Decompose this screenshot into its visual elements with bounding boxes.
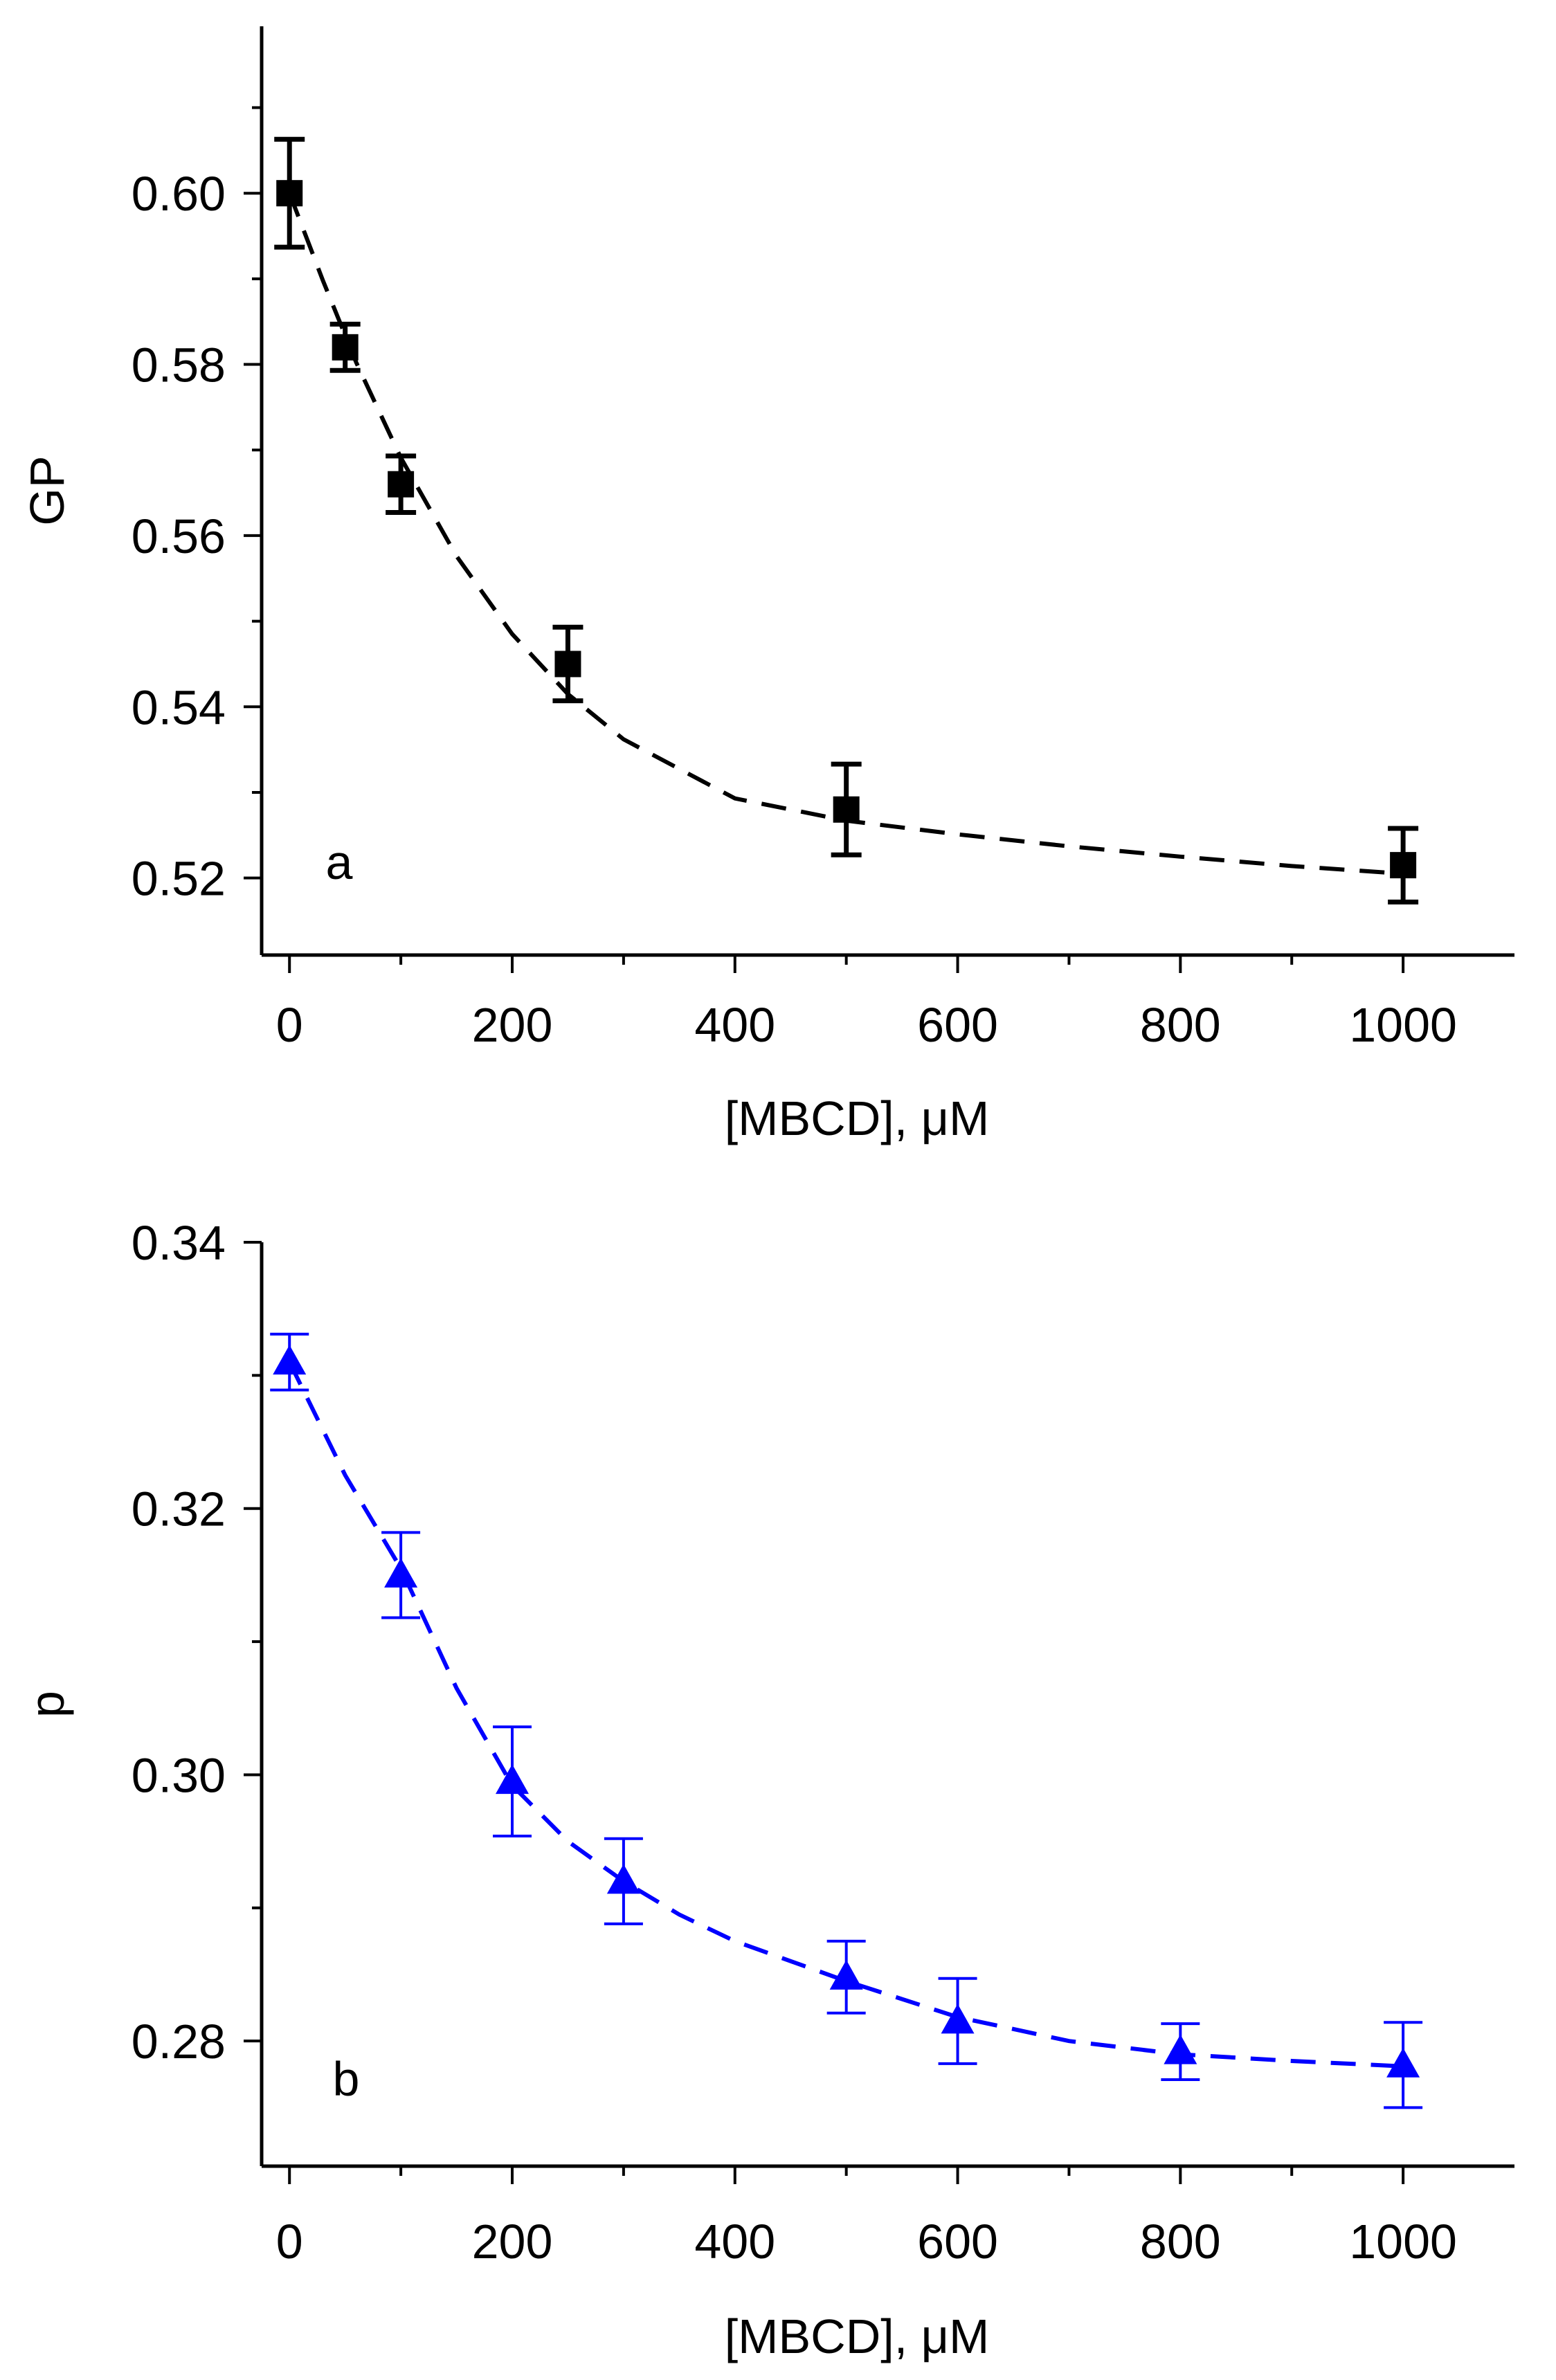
- y-axis-title: GP: [20, 455, 74, 525]
- data-point: [554, 651, 581, 678]
- x-tick-label: 400: [694, 998, 775, 1052]
- data-point: [1164, 2034, 1197, 2064]
- data-point: [496, 1764, 529, 1795]
- data-point: [829, 1960, 863, 1990]
- x-tick-label: 1000: [1349, 2215, 1457, 2269]
- x-axis-title: [MBCD], μM: [725, 2309, 990, 2363]
- x-tick-label: 200: [472, 2215, 553, 2269]
- fit-curve: [287, 1361, 1404, 2069]
- y-axis-title: p: [20, 1691, 74, 1718]
- y-tick-label: 0.32: [132, 1482, 226, 1536]
- fit-curve: [287, 192, 1404, 876]
- data-point: [606, 1864, 640, 1894]
- panel-a: 0 200 400 600 800 1000 0.52 0.54 0.56 0.58 0.60 [MB…: [20, 26, 1514, 1145]
- data-point: [388, 471, 415, 498]
- data-point: [384, 1558, 418, 1588]
- data-point: [833, 796, 860, 823]
- data-point: [276, 180, 303, 207]
- y-tick-label: 0.54: [132, 680, 226, 734]
- data-point: [273, 1345, 307, 1375]
- panel-b: 0 200 400 600 800 1000 0.28 0.30 0.32 0.34 [MBCD],…: [20, 1216, 1514, 2363]
- data-point: [1386, 2048, 1420, 2078]
- y-tick-label: 0.30: [132, 1748, 226, 1802]
- y-tick-label: 0.52: [132, 852, 226, 906]
- x-tick-label: 1000: [1349, 998, 1457, 1052]
- data-point: [1390, 852, 1417, 879]
- x-tick-label: 800: [1140, 998, 1221, 1052]
- y-tick-label: 0.34: [132, 1216, 226, 1270]
- x-tick-label: 400: [694, 2215, 775, 2269]
- x-tick-label: 0: [276, 2215, 303, 2269]
- data-point: [941, 2004, 975, 2034]
- y-tick-label: 0.58: [132, 338, 226, 392]
- panel-label: a: [326, 835, 353, 889]
- x-tick-label: 600: [917, 998, 998, 1052]
- x-tick-label: 200: [472, 998, 553, 1052]
- x-axis-title: [MBCD], μM: [725, 1091, 990, 1145]
- panel-label: b: [333, 2052, 360, 2106]
- x-tick-label: 800: [1140, 2215, 1221, 2269]
- y-tick-label: 0.60: [132, 167, 226, 221]
- x-tick-label: 0: [276, 998, 303, 1052]
- x-tick-label: 600: [917, 2215, 998, 2269]
- data-point: [332, 334, 359, 361]
- y-tick-label: 0.56: [132, 509, 226, 563]
- y-tick-label: 0.28: [132, 2015, 226, 2069]
